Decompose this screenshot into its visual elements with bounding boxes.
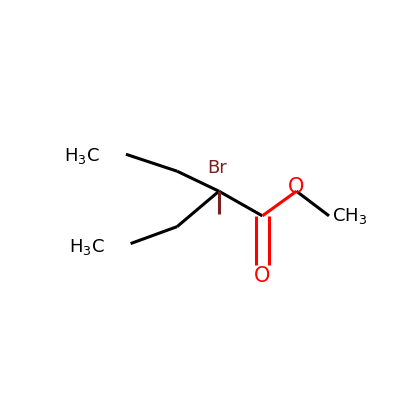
- Text: Br: Br: [208, 159, 227, 177]
- Text: $\mathregular{H_3C}$: $\mathregular{H_3C}$: [69, 237, 104, 257]
- Text: $\mathregular{CH_3}$: $\mathregular{CH_3}$: [332, 206, 367, 226]
- Text: $\mathregular{H_3C}$: $\mathregular{H_3C}$: [64, 146, 100, 166]
- Text: O: O: [288, 177, 305, 197]
- Text: O: O: [254, 266, 270, 286]
